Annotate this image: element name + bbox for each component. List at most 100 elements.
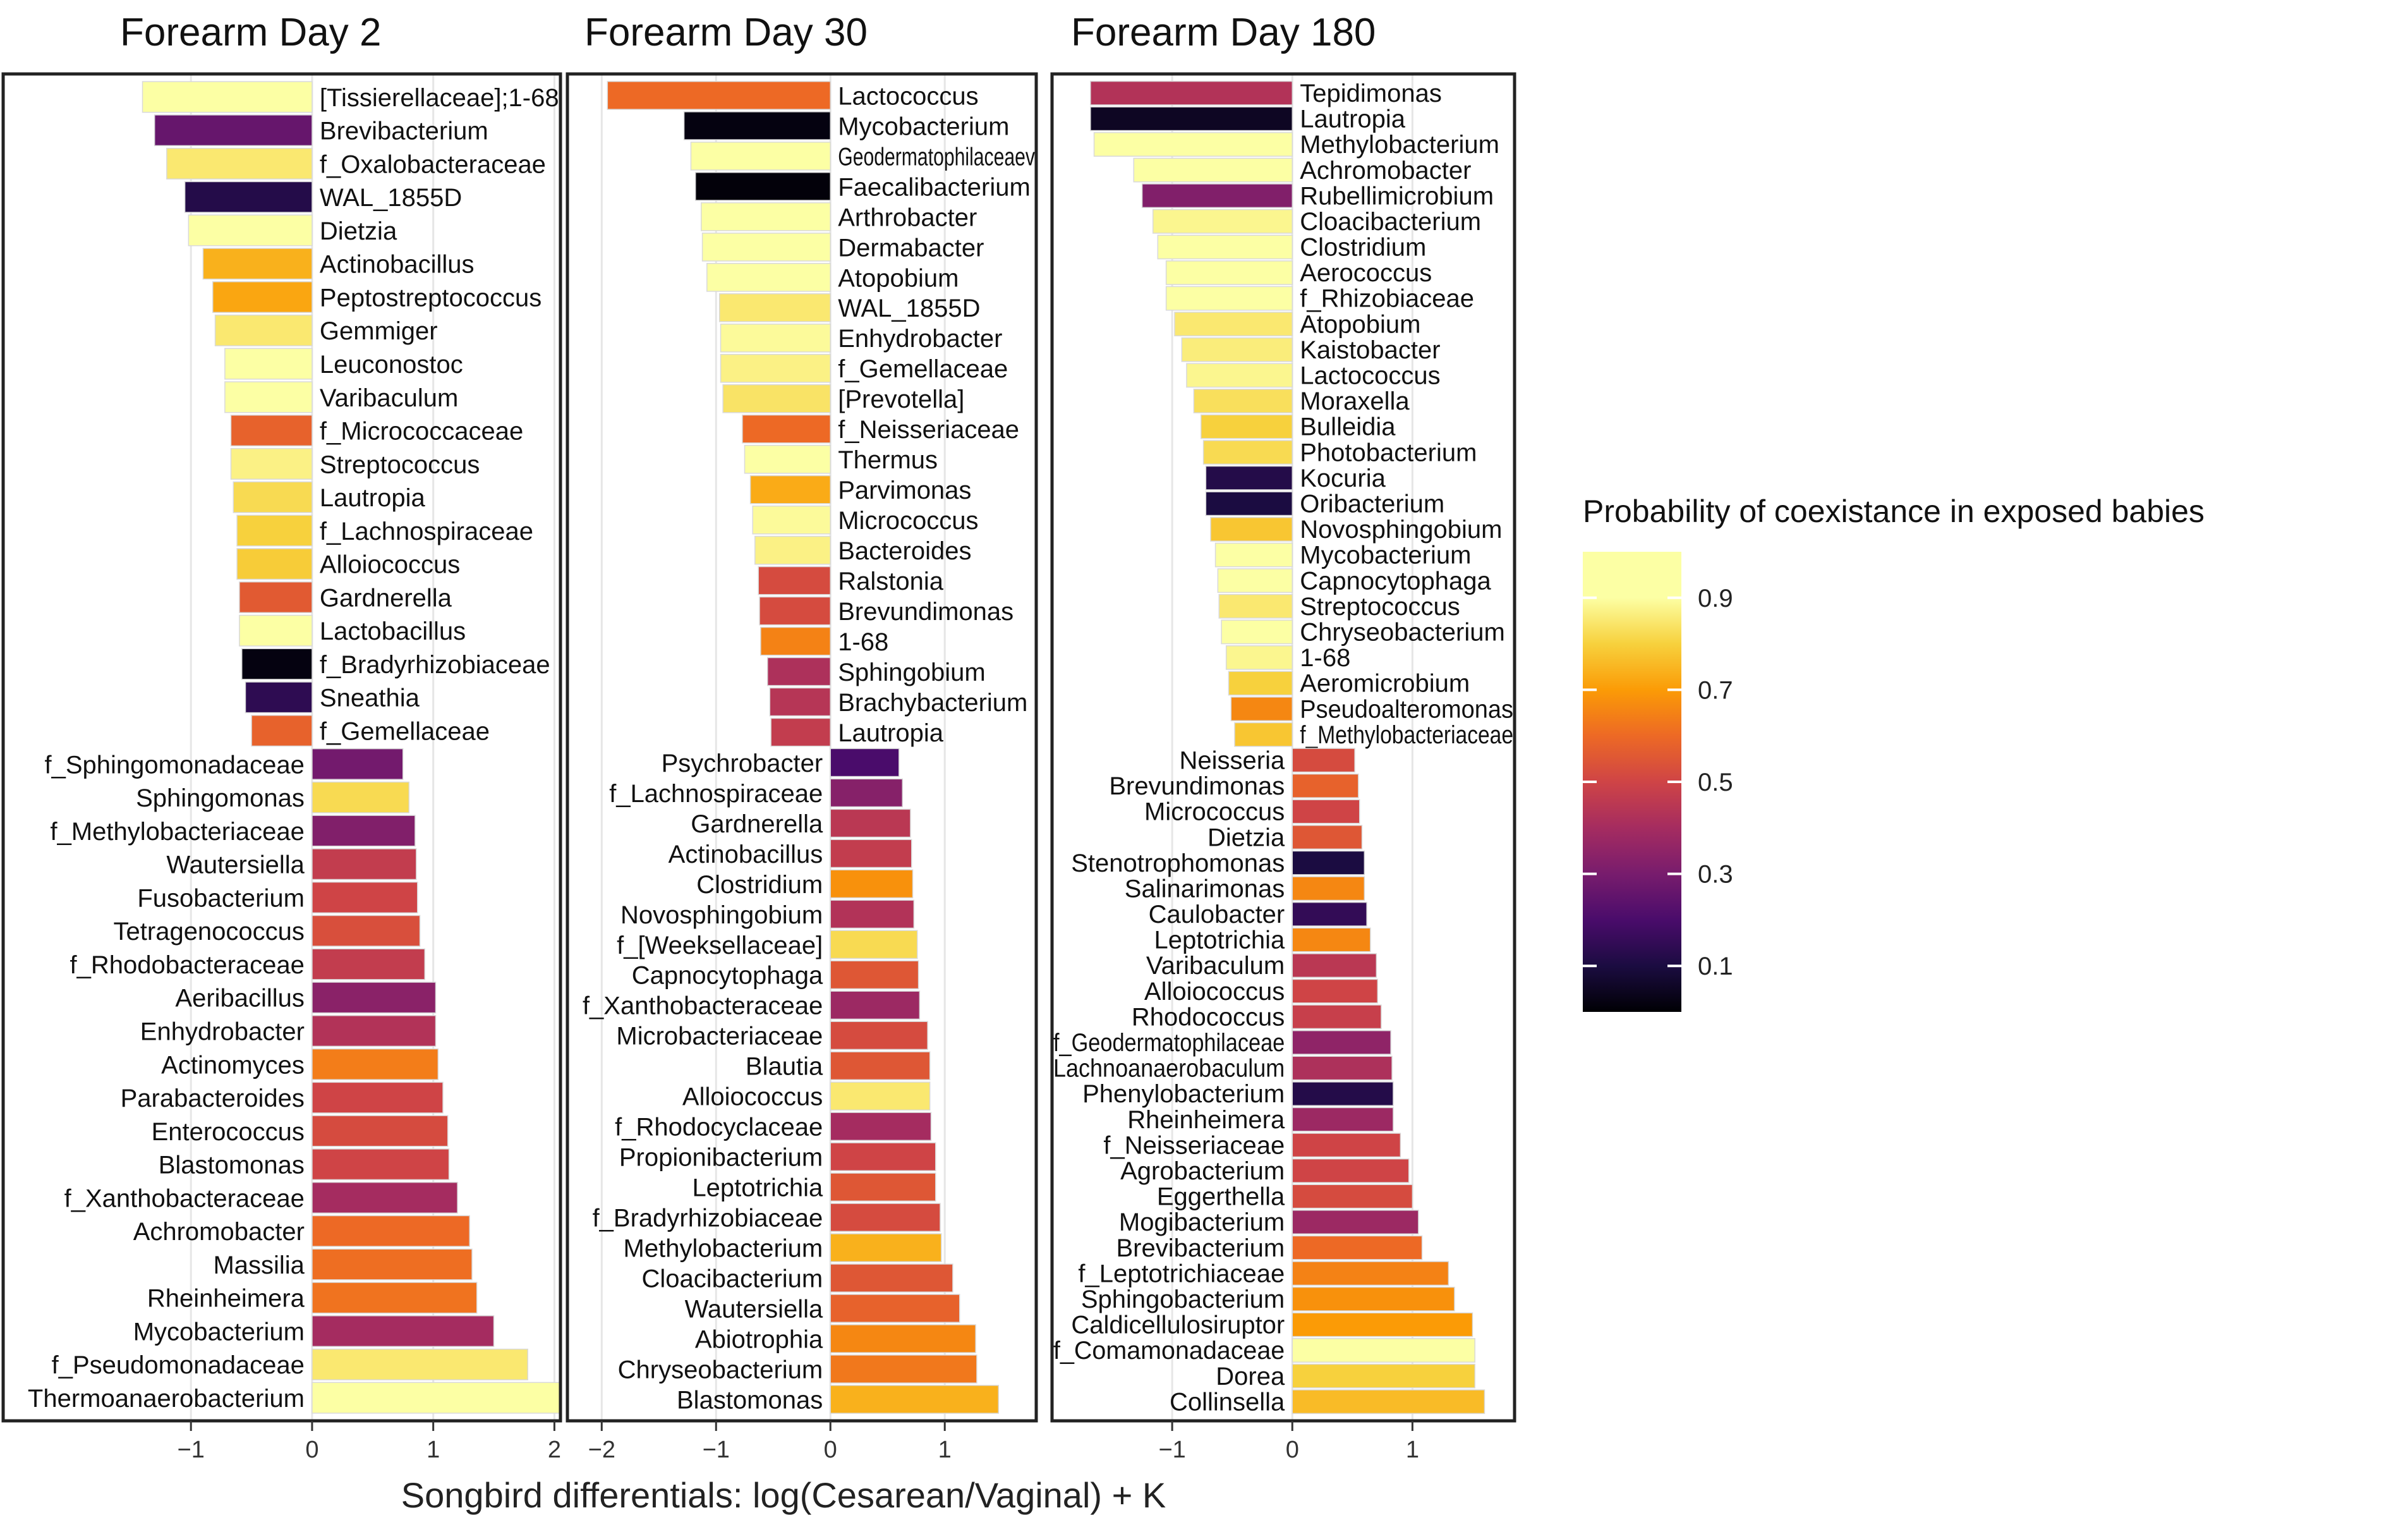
- bar-label: Brevundimonas: [838, 598, 1013, 626]
- bar-label: Brevundimonas: [1109, 772, 1285, 800]
- bar: [1292, 748, 1355, 773]
- bar-label: Parabacteroides: [121, 1085, 305, 1112]
- bar-label: Ralstonia: [838, 568, 944, 595]
- bar-label: Actinobacillus: [669, 841, 823, 868]
- bar: [312, 881, 418, 914]
- bar: [1292, 1389, 1485, 1415]
- bar-label: Agrobacterium: [1120, 1157, 1285, 1185]
- bar: [241, 648, 313, 680]
- bar: [744, 444, 831, 474]
- bar: [749, 475, 831, 504]
- bar-label: Methylobacterium: [1300, 131, 1499, 159]
- legend-tick-label: 0.5: [1698, 769, 1733, 796]
- bar-label: f_Pseudomonadaceae: [52, 1351, 305, 1379]
- bar-label: Microbacteriaceae: [616, 1023, 823, 1050]
- bar: [224, 348, 313, 380]
- x-tick-label: 0: [305, 1437, 318, 1463]
- bar-label: Mycobacterium: [1300, 542, 1471, 569]
- bar-label: Aeribacillus: [175, 985, 305, 1013]
- panel: Forearm Day 2 [Tissierellaceae];1-68 Brevi…: [1, 11, 562, 1463]
- bar-label: f_Methylobacteriaceae: [1300, 721, 1513, 749]
- bar: [1292, 799, 1360, 824]
- bar: [1292, 1081, 1394, 1106]
- bar-label: Micrococcus: [838, 507, 978, 535]
- bar: [236, 548, 313, 580]
- x-tick-label: −1: [178, 1437, 205, 1463]
- bar: [718, 293, 831, 322]
- x-axis-title: Songbird differentials: log(Cesarean/Vag…: [401, 1475, 1166, 1515]
- bar: [722, 384, 831, 413]
- bar: [830, 1385, 1000, 1414]
- bar: [1292, 1312, 1473, 1337]
- bar: [312, 1115, 449, 1147]
- bar: [1230, 697, 1293, 722]
- bar: [1157, 234, 1293, 260]
- bar: [224, 381, 313, 413]
- bar-label: f_Methylobacteriaceae: [50, 818, 304, 846]
- bar-label: f_Lachnospiraceae: [320, 518, 533, 545]
- bar-label: Arthrobacter: [838, 204, 977, 231]
- bar-label: Dorea: [1216, 1363, 1285, 1390]
- bar-label: f_Xanthobacteraceae: [583, 992, 823, 1020]
- bar-label: Thermus: [838, 446, 938, 474]
- bar-label: Actinobacillus: [320, 251, 475, 279]
- bar: [312, 1048, 439, 1080]
- bar: [1292, 978, 1379, 1004]
- x-tick-label: 0: [1286, 1437, 1299, 1463]
- bar-label: Lautropia: [1300, 106, 1406, 133]
- bar: [230, 415, 313, 447]
- bar-label: Lautropia: [320, 484, 426, 512]
- panel-title: Forearm Day 30: [584, 11, 868, 54]
- bar-label: Moraxella: [1300, 387, 1410, 415]
- bar: [694, 172, 831, 201]
- bar-label: Psychrobacter: [662, 750, 823, 777]
- bar-label: Lautropia: [838, 719, 944, 747]
- bar: [1141, 183, 1293, 209]
- bar-label: Chryseobacterium: [1300, 618, 1505, 646]
- bar: [759, 596, 831, 626]
- bar: [830, 839, 912, 868]
- bar-label: Caldicellulosiruptor: [1071, 1311, 1285, 1339]
- panel-frame: [1, 72, 562, 1423]
- legend-colorbar: [1583, 552, 1681, 1012]
- bar-label: f_Bradyrhizobiaceae: [320, 651, 550, 679]
- bar: [312, 1181, 458, 1214]
- bar-label: Bulleidia: [1300, 413, 1396, 441]
- bar-label: f_Oxalobacteraceae: [320, 150, 546, 178]
- bar-label: Faecalibacterium: [838, 173, 1031, 201]
- bar-label: Eggerthella: [1157, 1183, 1285, 1211]
- bar-label: Streptococcus: [1300, 593, 1460, 621]
- bar: [830, 1112, 932, 1141]
- bar: [706, 263, 831, 292]
- bar: [830, 1233, 942, 1262]
- bar-label: f_Rhodocyclaceae: [615, 1114, 823, 1141]
- bar: [701, 233, 831, 262]
- bar: [742, 414, 831, 444]
- panel: Forearm Day 30 Lactococcus Mycobacterium Ge…: [566, 11, 1038, 1463]
- bar: [312, 1081, 444, 1114]
- bar-label: f_Gemellaceae: [838, 355, 1008, 383]
- bar-label: Bacteroides: [838, 537, 971, 565]
- legend: Probability of coexistance in exposed ba…: [1583, 494, 2205, 1012]
- bar-label: Brevibacterium: [320, 118, 488, 145]
- bar: [312, 815, 416, 847]
- bar-label: Capnocytophaga: [632, 962, 823, 990]
- bar: [230, 447, 313, 480]
- bar: [830, 990, 921, 1020]
- bar: [1228, 671, 1293, 696]
- bar-label: Rhodococcus: [1132, 1003, 1285, 1031]
- bar-label: Brachybacterium: [838, 689, 1027, 717]
- x-tick-label: −1: [1158, 1437, 1185, 1463]
- bar-label: Sphingomonas: [136, 784, 305, 812]
- bar: [239, 581, 313, 614]
- bar: [720, 323, 831, 353]
- bar-label: Kocuria: [1300, 465, 1386, 492]
- bar: [214, 314, 313, 346]
- bar: [1202, 440, 1293, 465]
- bar-label: Neisseria: [1180, 746, 1285, 774]
- bar: [1292, 901, 1367, 927]
- x-tick-label: 1: [1406, 1437, 1419, 1463]
- bar: [1205, 465, 1293, 490]
- bar: [1193, 389, 1293, 413]
- bar-label: Sphingobium: [838, 659, 986, 686]
